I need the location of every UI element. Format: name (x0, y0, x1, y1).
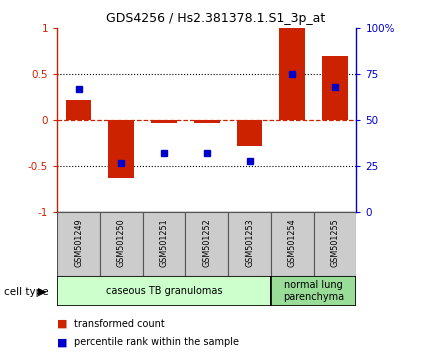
Text: ■: ■ (57, 319, 68, 329)
Text: GSM501253: GSM501253 (245, 219, 254, 267)
Bar (57, 212, 100, 276)
Bar (322, 56, 348, 120)
Bar (271, 276, 356, 306)
Bar (151, 120, 177, 123)
Bar (228, 212, 271, 276)
Bar (143, 212, 185, 276)
Text: ■: ■ (57, 337, 68, 347)
Text: cell type: cell type (4, 287, 49, 297)
Text: GDS4256 / Hs2.381378.1.S1_3p_at: GDS4256 / Hs2.381378.1.S1_3p_at (106, 12, 325, 25)
Text: GSM501250: GSM501250 (117, 219, 126, 267)
Text: GSM501255: GSM501255 (330, 219, 340, 267)
Text: caseous TB granulomas: caseous TB granulomas (106, 286, 222, 296)
Bar (66, 100, 92, 120)
Text: GSM501252: GSM501252 (202, 219, 211, 267)
Bar (100, 212, 143, 276)
Bar (279, 28, 305, 120)
Text: GSM501254: GSM501254 (288, 219, 297, 267)
Bar (271, 212, 314, 276)
Bar (109, 120, 134, 178)
Text: GSM501251: GSM501251 (160, 219, 169, 267)
Text: GSM501249: GSM501249 (74, 219, 83, 267)
Bar (57, 276, 271, 306)
Bar (185, 212, 228, 276)
Text: normal lung
parenchyma: normal lung parenchyma (283, 280, 344, 302)
Bar (314, 212, 356, 276)
Bar (237, 120, 262, 146)
Text: ▶: ▶ (37, 287, 46, 297)
Text: percentile rank within the sample: percentile rank within the sample (74, 337, 239, 347)
Text: transformed count: transformed count (74, 319, 165, 329)
Bar (194, 120, 220, 123)
